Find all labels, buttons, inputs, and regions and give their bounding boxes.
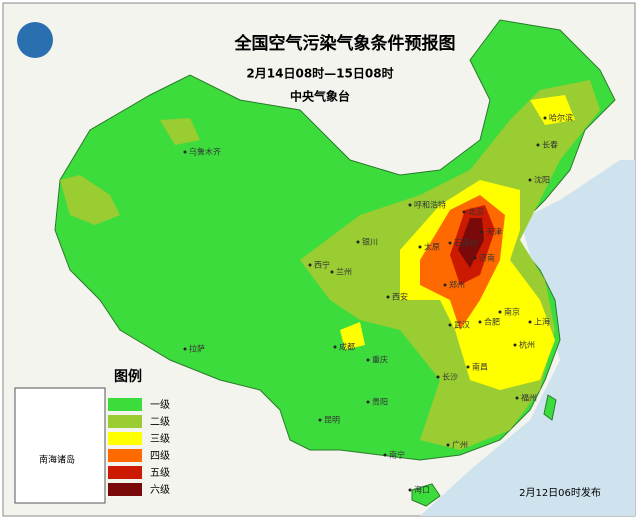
legend-swatch: [108, 466, 142, 479]
city-dot: [408, 488, 412, 492]
city-dot: [408, 203, 412, 207]
legend-swatch: [108, 432, 142, 445]
zone-2: [160, 118, 200, 145]
zone-6: [458, 218, 484, 268]
city-label: 太原: [424, 242, 440, 252]
city-label: 广州: [452, 440, 468, 450]
city-label: 天津: [486, 227, 502, 237]
city-label: 北京: [468, 207, 484, 217]
city-dot: [515, 396, 519, 400]
city-label: 杭州: [519, 340, 535, 350]
city-dot: [478, 320, 482, 324]
city-label: 西安: [392, 292, 408, 302]
city-label: 南昌: [472, 362, 488, 372]
legend-label: 二级: [150, 416, 170, 428]
city-label: 贵阳: [372, 397, 388, 407]
legend-label: 四级: [150, 450, 170, 462]
city-label: 郑州: [449, 280, 465, 290]
city-dot: [466, 365, 470, 369]
city-label: 哈尔滨: [549, 113, 573, 123]
legend-title: 图例: [114, 368, 142, 385]
city-label: 上海: [534, 317, 550, 327]
city-label: 济南: [479, 253, 495, 263]
city-dot: [418, 245, 422, 249]
zone-2: [60, 175, 120, 225]
city-label: 成都: [339, 342, 355, 352]
city-label: 石家庄: [454, 238, 478, 248]
city-dot: [443, 283, 447, 287]
city-dot: [513, 343, 517, 347]
legend-swatch: [108, 398, 142, 411]
city-dot: [383, 453, 387, 457]
zone-3: [340, 322, 365, 350]
city-dot: [446, 443, 450, 447]
city-dot: [536, 143, 540, 147]
city-dot: [448, 323, 452, 327]
legend-swatch: [108, 483, 142, 496]
city-label: 昆明: [324, 416, 340, 425]
inset-box: [14, 387, 106, 504]
zone-3: [530, 95, 575, 125]
city-dot: [330, 270, 334, 274]
legend-label: 一级: [150, 399, 170, 411]
city-label: 西宁: [314, 260, 330, 270]
legend-label: 三级: [150, 433, 170, 445]
legend-label: 六级: [150, 484, 170, 496]
city-dot: [366, 400, 370, 404]
city-dot: [480, 230, 484, 234]
city-label: 武汉: [454, 320, 470, 330]
logo: [17, 22, 53, 58]
city-label: 重庆: [372, 355, 388, 365]
city-label: 福州: [521, 394, 537, 403]
city-dot: [528, 178, 532, 182]
city-dot: [448, 241, 452, 245]
legend-swatch: [108, 449, 142, 462]
city-dot: [308, 263, 312, 267]
legend-swatch: [108, 415, 142, 428]
issuer: 中央气象台: [290, 89, 350, 104]
city-dot: [386, 295, 390, 299]
city-dot: [462, 210, 466, 214]
city-label: 呼和浩特: [414, 200, 446, 210]
taiwan: [543, 394, 557, 421]
city-label: 乌鲁木齐: [189, 147, 221, 157]
city-dot: [366, 358, 370, 362]
city-label: 南京: [504, 307, 520, 317]
date-range: 2月14日08时—15日08时: [246, 66, 393, 81]
city-label: 合肥: [484, 317, 500, 327]
city-label: 南宁: [389, 450, 405, 460]
watermark: kxnews: [83, 491, 117, 501]
city-label: 长沙: [442, 372, 458, 382]
title: 全国空气污染气象条件预报图: [234, 33, 456, 54]
footer: 2月12日06时发布: [519, 486, 601, 499]
city-dot: [473, 256, 477, 260]
city-dot: [543, 116, 547, 120]
inset-label: 南海诸岛: [39, 454, 75, 466]
city-dot: [183, 347, 187, 351]
city-dot: [183, 150, 187, 154]
city-dot: [318, 418, 322, 422]
legend-label: 五级: [150, 467, 170, 479]
city-dot: [333, 345, 337, 349]
city-dot: [436, 375, 440, 379]
city-dot: [356, 240, 360, 244]
city-label: 拉萨: [189, 344, 205, 354]
city-dot: [528, 320, 532, 324]
city-label: 沈阳: [534, 175, 550, 185]
hainan: [411, 483, 441, 507]
city-label: 长春: [542, 140, 558, 150]
city-dot: [498, 310, 502, 314]
city-label: 海口: [414, 485, 430, 495]
city-label: 银川: [362, 237, 378, 247]
city-label: 兰州: [336, 267, 352, 277]
sea: [420, 160, 635, 516]
